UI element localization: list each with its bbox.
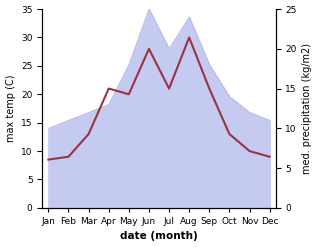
X-axis label: date (month): date (month) [120, 231, 198, 242]
Y-axis label: max temp (C): max temp (C) [5, 75, 16, 142]
Y-axis label: med. precipitation (kg/m2): med. precipitation (kg/m2) [302, 43, 313, 174]
